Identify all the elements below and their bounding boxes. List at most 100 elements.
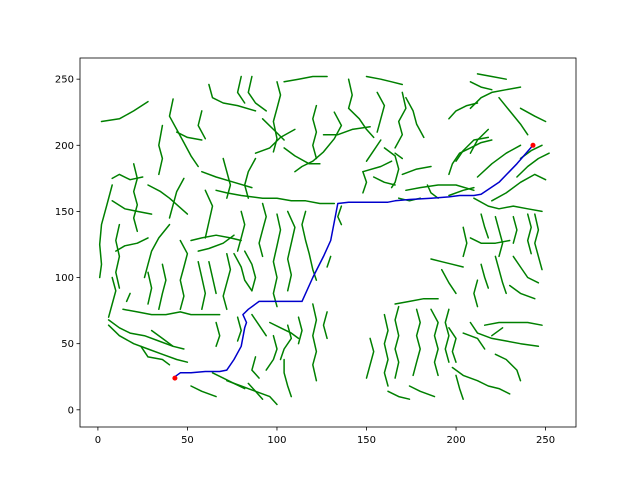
network-edge bbox=[122, 308, 221, 316]
network-edge bbox=[412, 308, 421, 377]
network-edge bbox=[168, 177, 185, 219]
network-edge bbox=[362, 170, 368, 194]
network-edge bbox=[215, 189, 336, 205]
network-edge bbox=[448, 186, 475, 197]
network-edge bbox=[494, 255, 507, 295]
network-edge bbox=[98, 184, 113, 279]
network-edge bbox=[286, 210, 296, 292]
network-edge bbox=[469, 321, 540, 348]
network-edge bbox=[462, 226, 468, 258]
network-edge bbox=[158, 124, 164, 176]
network-edge bbox=[473, 279, 479, 308]
network-edge bbox=[283, 147, 321, 165]
network-edge bbox=[125, 292, 131, 303]
network-edge bbox=[301, 210, 318, 281]
network-edge bbox=[158, 263, 167, 311]
network-edge bbox=[347, 78, 375, 139]
network-edge bbox=[107, 324, 189, 363]
network-edge bbox=[236, 210, 246, 252]
network-edge bbox=[251, 356, 260, 379]
network-edge bbox=[405, 184, 475, 192]
network-edge bbox=[480, 263, 490, 289]
network-edge bbox=[261, 118, 285, 141]
network-edge bbox=[394, 152, 404, 160]
network-edge bbox=[455, 136, 490, 162]
network-edge bbox=[269, 321, 300, 340]
network-edge bbox=[473, 197, 543, 213]
network-edge bbox=[283, 358, 293, 398]
network-edge bbox=[455, 374, 464, 400]
network-edge bbox=[322, 311, 328, 340]
x-tick-label: 0 bbox=[95, 435, 101, 446]
x-axis: 0 50 100 150 200 250 bbox=[95, 427, 555, 446]
network-edge bbox=[140, 345, 171, 366]
network-edge bbox=[326, 255, 332, 268]
network-edge bbox=[451, 366, 511, 395]
network-edge bbox=[197, 234, 235, 252]
axes-frame bbox=[79, 57, 577, 428]
network-edge bbox=[258, 202, 267, 258]
network-edge bbox=[143, 223, 171, 279]
network-edge bbox=[283, 75, 328, 83]
network-edge bbox=[254, 128, 296, 154]
network-edge bbox=[190, 234, 242, 242]
network-edge bbox=[448, 139, 493, 176]
network-edge bbox=[491, 327, 504, 337]
network-edge bbox=[265, 334, 278, 371]
network-edge bbox=[387, 390, 411, 400]
network-edge bbox=[394, 297, 439, 305]
network-edge bbox=[197, 260, 207, 311]
network-edge bbox=[365, 75, 404, 86]
network-edge bbox=[480, 213, 490, 239]
network-edge bbox=[401, 165, 432, 176]
network-edge bbox=[294, 111, 343, 173]
network-edge bbox=[247, 75, 267, 112]
network-edge bbox=[179, 239, 189, 311]
plot-area bbox=[98, 73, 550, 406]
network-edge bbox=[236, 75, 246, 104]
network-edge bbox=[297, 316, 303, 345]
network-edge bbox=[365, 337, 375, 379]
network-edge bbox=[204, 189, 214, 239]
network-edge bbox=[491, 173, 547, 202]
network-edge bbox=[405, 96, 425, 139]
x-tick-label: 50 bbox=[181, 435, 194, 446]
network-edge bbox=[519, 107, 547, 123]
network-edge bbox=[251, 313, 267, 337]
network-edge bbox=[394, 91, 407, 149]
network-edge bbox=[100, 100, 149, 123]
network-edge bbox=[483, 321, 543, 326]
network-edge bbox=[312, 303, 318, 382]
network-edge bbox=[534, 213, 543, 271]
network-edge bbox=[469, 86, 522, 110]
y-tick-label: 50 bbox=[61, 339, 74, 350]
network-edge bbox=[372, 176, 396, 186]
network-edge bbox=[236, 316, 242, 342]
network-edge bbox=[233, 252, 253, 292]
y-tick-label: 250 bbox=[55, 75, 74, 86]
network-edge bbox=[494, 215, 504, 258]
network-edge bbox=[383, 313, 389, 387]
network-edge bbox=[272, 213, 282, 308]
network-edge bbox=[147, 271, 153, 305]
network-edge bbox=[430, 308, 439, 377]
y-tick-label: 100 bbox=[55, 273, 74, 284]
network-edge bbox=[430, 258, 464, 268]
network-edge bbox=[201, 170, 253, 189]
network-edge bbox=[394, 305, 400, 379]
network-edge bbox=[512, 255, 540, 284]
x-tick-label: 200 bbox=[446, 435, 465, 446]
network-edge bbox=[440, 268, 457, 295]
path-layer bbox=[174, 144, 534, 378]
network-edge bbox=[168, 98, 199, 168]
network-edge bbox=[208, 260, 217, 295]
network-edge bbox=[448, 327, 457, 363]
network-edge bbox=[494, 353, 522, 382]
network-edge bbox=[462, 332, 486, 350]
network-edge bbox=[408, 385, 436, 398]
points-layer bbox=[172, 142, 536, 381]
x-tick-label: 250 bbox=[536, 435, 555, 446]
network-edge bbox=[215, 321, 221, 348]
network-edge bbox=[222, 252, 232, 311]
